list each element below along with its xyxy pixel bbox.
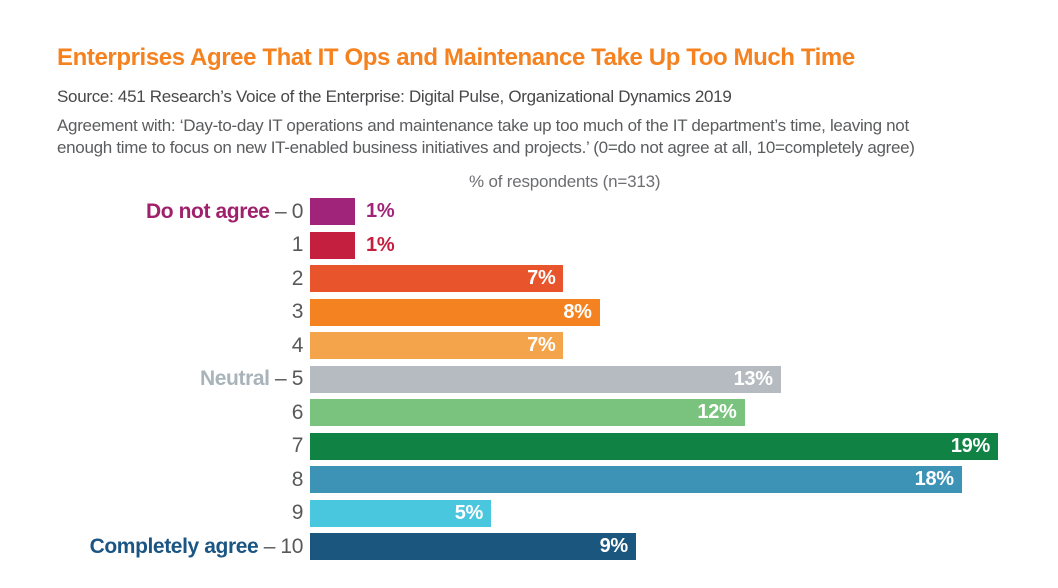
bar: 13% xyxy=(310,365,781,393)
bar-value-label: 12% xyxy=(697,401,737,424)
bar-value-label: 7% xyxy=(527,267,556,290)
row-label: 9 xyxy=(57,501,304,525)
chart-rows: Do not agree – 0 1% 1 1% 2 7% 3 8% 4 7% Neutral – … xyxy=(57,195,1058,564)
bar: 18% xyxy=(310,466,962,494)
chart-row: Neutral – 5 13% xyxy=(57,363,1058,397)
bar-area: 8% xyxy=(310,298,998,326)
bar xyxy=(310,198,355,226)
row-label: 7 xyxy=(57,434,304,458)
bar: 8% xyxy=(310,298,600,326)
chart-row: 3 8% xyxy=(57,296,1058,330)
chart-row: 9 5% xyxy=(57,497,1058,531)
bar-area: 19% xyxy=(310,432,998,460)
row-tick-label: 3 xyxy=(291,300,304,324)
bar-value-label: 1% xyxy=(366,200,395,223)
bar-value-label: 7% xyxy=(527,334,556,357)
row-label: 2 xyxy=(57,266,304,291)
bar: 19% xyxy=(310,432,998,460)
row-tick-label: – 5 xyxy=(269,367,303,391)
row-prefix-label: Neutral xyxy=(200,367,270,391)
source-line: Source: 451 Research’s Voice of the Ente… xyxy=(57,87,732,106)
row-tick-label: 2 xyxy=(291,266,304,290)
row-label: Do not agree – 0 xyxy=(57,200,303,224)
bar-area: 18% xyxy=(310,466,998,494)
bar-value-label: 13% xyxy=(733,367,773,390)
bar-value-label: 9% xyxy=(599,535,629,558)
bar-area: 13% xyxy=(310,365,998,393)
bar-value-label: 8% xyxy=(563,300,592,323)
row-tick-label: 7 xyxy=(291,434,304,458)
row-label: Neutral – 5 xyxy=(57,367,303,391)
survey-question-line-1: Agreement with: ‘Day-to-day IT operation… xyxy=(57,116,909,135)
bar: 5% xyxy=(310,499,492,527)
chart-row: 1 1% xyxy=(57,229,1058,263)
row-tick-label: 1 xyxy=(291,233,304,257)
row-label: 6 xyxy=(57,400,304,425)
bar: 7% xyxy=(310,265,564,293)
bar xyxy=(310,231,355,259)
bar: 7% xyxy=(310,332,564,360)
row-label: 4 xyxy=(57,333,304,358)
chart-row: Completely agree – 10 9% xyxy=(57,530,1058,564)
bar-area: 9% xyxy=(310,533,998,561)
row-tick-label: 6 xyxy=(291,400,304,424)
chart-row: Do not agree – 0 1% xyxy=(57,195,1058,229)
row-tick-label: – 0 xyxy=(269,199,303,223)
bar-area: 5% xyxy=(310,499,998,527)
bar-area: 1% xyxy=(310,198,998,226)
bar-area: 12% xyxy=(310,399,998,427)
chart-row: 8 18% xyxy=(57,463,1058,497)
bar-area: 7% xyxy=(310,332,998,360)
row-label: 8 xyxy=(57,467,304,492)
bar-value-label: 1% xyxy=(366,233,395,256)
page-title: Enterprises Agree That IT Ops and Mainte… xyxy=(57,44,855,71)
row-prefix-label: Completely agree xyxy=(89,534,259,558)
survey-question-line-2: enough time to focus on new IT-enabled b… xyxy=(57,138,915,157)
bar: 9% xyxy=(310,533,636,561)
bar: 12% xyxy=(310,399,745,427)
chart-row: 4 7% xyxy=(57,329,1058,363)
bar-value-label: 19% xyxy=(950,434,990,457)
row-label: 3 xyxy=(57,300,304,324)
chart-row: 2 7% xyxy=(57,262,1058,296)
bar-value-label: 18% xyxy=(914,468,954,491)
row-tick-label: 9 xyxy=(291,501,304,525)
bar-area: 1% xyxy=(310,231,998,259)
row-prefix-label: Do not agree xyxy=(146,199,270,223)
row-tick-label: – 10 xyxy=(258,534,304,558)
row-label: 1 xyxy=(57,233,304,257)
row-tick-label: 8 xyxy=(291,467,304,491)
survey-question-text: Agreement with: ‘Day-to-day IT operation… xyxy=(57,115,1058,159)
bar-value-label: 5% xyxy=(454,501,484,524)
chart-row: 6 12% xyxy=(57,396,1058,430)
chart-subtitle: % of respondents (n=313) xyxy=(469,172,661,191)
row-tick-label: 4 xyxy=(291,333,304,357)
chart-row: 7 19% xyxy=(57,430,1058,464)
bar-area: 7% xyxy=(310,265,998,293)
row-label: Completely agree – 10 xyxy=(57,534,304,559)
